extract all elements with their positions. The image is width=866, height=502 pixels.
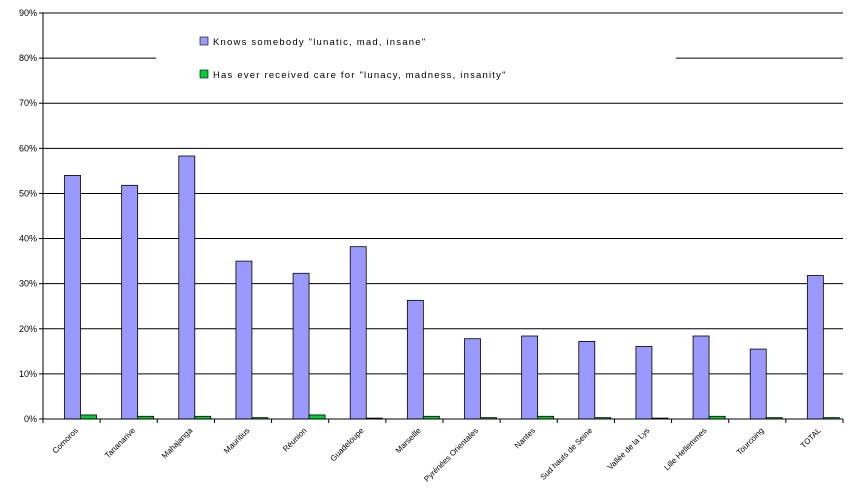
legend-label-knows: Knows somebody "lunatic, mad, insane" bbox=[213, 37, 426, 48]
x-category-label: Sud hauts de Seine bbox=[539, 426, 595, 482]
y-tick-label: 10% bbox=[19, 369, 37, 379]
y-tick-label: 60% bbox=[19, 143, 37, 153]
x-axis: Comoros Tananarive Mahajanga Mauritius Réuni… bbox=[42, 418, 844, 484]
x-category-label: Comoros bbox=[51, 426, 80, 455]
x-category-label: Marseille bbox=[394, 426, 423, 455]
bar-knows-somebody bbox=[578, 341, 596, 420]
bars bbox=[64, 155, 840, 420]
bar-knows-somebody bbox=[464, 338, 481, 420]
bar-knows-somebody bbox=[235, 260, 253, 420]
bar-knows-somebody bbox=[64, 174, 81, 420]
bar-knows-somebody bbox=[806, 275, 824, 420]
legend-box bbox=[156, 28, 676, 88]
legend-label-care: Has ever received care for "lunacy, madn… bbox=[213, 70, 507, 81]
x-category-label: Vallée de la Lys bbox=[606, 426, 652, 472]
bar-knows-somebody bbox=[349, 246, 367, 420]
y-tick-label: 80% bbox=[19, 53, 37, 63]
y-tick-label: 0% bbox=[24, 414, 37, 424]
bar-knows-somebody bbox=[635, 345, 653, 420]
x-category-label: Mahajanga bbox=[160, 426, 195, 461]
bar-knows-somebody bbox=[749, 348, 767, 420]
bar-received-care bbox=[80, 414, 97, 420]
legend-swatch-knows bbox=[199, 36, 209, 46]
legend: Knows somebody "lunatic, mad, insane" Ha… bbox=[156, 28, 676, 88]
x-category-label: Tourcoing bbox=[735, 426, 766, 457]
bar-knows-somebody bbox=[521, 335, 539, 420]
bar-knows-somebody bbox=[121, 184, 139, 420]
y-tick-label: 90% bbox=[19, 8, 37, 18]
x-category-label: Pyrénées Orientales bbox=[422, 426, 480, 484]
y-tick-label: 50% bbox=[19, 188, 37, 198]
y-tick-label: 40% bbox=[19, 234, 37, 244]
y-tick-label: 20% bbox=[19, 324, 37, 334]
x-category-label: Mauritius bbox=[222, 426, 251, 455]
y-tick-label: 30% bbox=[19, 279, 37, 289]
y-tick-label: 70% bbox=[19, 98, 37, 108]
x-category-label: Réunion bbox=[281, 426, 308, 453]
y-axis: 0% 10% 20% 30% 40% 50% 60% 70% 80% 90% bbox=[19, 8, 44, 424]
x-category-label: Lille Hellemmes bbox=[662, 426, 708, 472]
legend-swatch-care bbox=[199, 69, 209, 79]
bar-knows-somebody bbox=[406, 299, 424, 420]
bar-knows-somebody bbox=[178, 155, 196, 420]
x-category-label: TOTAL bbox=[799, 426, 823, 450]
x-category-label: Guadeloupe bbox=[329, 426, 367, 464]
bar-knows-somebody bbox=[292, 272, 310, 420]
x-category-label: Nantes bbox=[513, 426, 537, 450]
bar-received-care bbox=[308, 414, 326, 420]
bar-knows-somebody bbox=[692, 335, 710, 420]
x-category-label: Tananarive bbox=[103, 426, 137, 460]
gridlines bbox=[43, 12, 843, 375]
